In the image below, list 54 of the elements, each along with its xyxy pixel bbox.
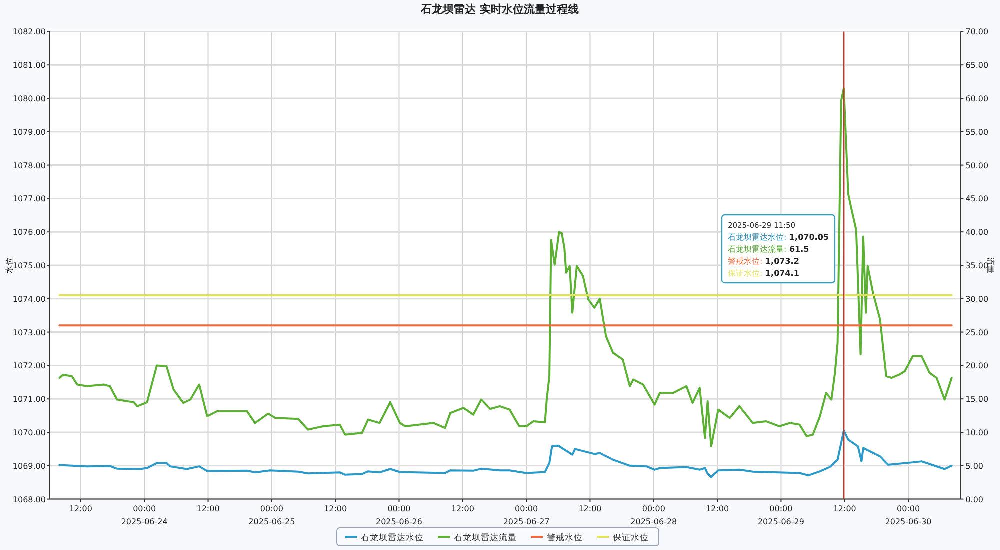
y-tick-label: 1074.00 xyxy=(12,294,46,304)
x-tick-label: 12:00 xyxy=(578,504,602,514)
legend-label: 警戒水位 xyxy=(547,532,583,544)
y2-tick-label: 50.00 xyxy=(966,161,989,170)
annotation: 石龙坝雷达流量: 61.5 xyxy=(728,245,810,254)
y2-tick-label: 10.00 xyxy=(966,428,989,438)
annotation: 保证水位: 1,074.1 xyxy=(728,269,800,278)
y-axis-title: 水位 xyxy=(5,258,14,274)
y-tick-label: 1075.00 xyxy=(12,262,46,270)
y-tick-label: 1073.00 xyxy=(12,328,46,338)
x-tick-label: 00:00 2025-06-28 xyxy=(630,504,678,526)
y2-tick-label: 30.00 xyxy=(966,294,989,304)
y-tick-label: 1068.00 xyxy=(12,495,46,504)
x-tick-label: 00:00 2025-06-27 xyxy=(503,504,550,526)
annotation: 警戒水位: 1,073.2 xyxy=(728,257,800,266)
x-tick-label: 12:00 xyxy=(451,504,474,514)
y-tick-label: 1077.00 xyxy=(12,194,46,204)
annotation: 石龙坝雷达水位: 1,070.05 xyxy=(728,233,830,242)
y-tick-label: 1070.00 xyxy=(12,428,46,438)
y-tick-label: 1079.00 xyxy=(12,128,46,137)
y-tick-label: 1072.00 xyxy=(12,362,46,371)
legend-label: 石龙坝雷达水位 xyxy=(361,532,424,544)
y2-tick-label: 45.00 xyxy=(966,194,989,204)
x-tick-label: 00:00 2025-06-29 xyxy=(758,504,804,526)
x-tick-label: 00:00 2025-06-25 xyxy=(248,504,296,526)
y2-tick-label: 55.00 xyxy=(966,128,989,137)
y2-axis-title: 流量 xyxy=(986,258,995,274)
y2-tick-label: 20.00 xyxy=(966,362,989,371)
y-tick-label: 1078.00 xyxy=(12,161,46,170)
chart-title: 石龙坝雷达 实时水位流量过程线 xyxy=(420,3,579,16)
y2-tick-label: 5.00 xyxy=(966,462,984,471)
y-tick-label: 1080.00 xyxy=(12,94,46,104)
y2-tick-label: 0.00 xyxy=(966,495,984,504)
y-tick-label: 1081.00 xyxy=(12,61,46,70)
y-tick-label: 1082.00 xyxy=(12,28,46,37)
x-tick-label: 00:00 2025-06-26 xyxy=(376,504,422,526)
x-tick-label: 12:00 xyxy=(833,504,856,514)
y2-tick-label: 60.00 xyxy=(966,94,989,104)
x-tick-label: 12:00 xyxy=(69,504,92,514)
y-tick-label: 1069.00 xyxy=(12,462,46,471)
legend-label: 石龙坝雷达流量 xyxy=(454,532,517,544)
x-tick-label: 12:00 xyxy=(196,504,220,514)
x-tick-label: 00:00 2025-06-30 xyxy=(885,504,932,526)
y2-tick-label: 40.00 xyxy=(966,228,989,238)
x-tick-label: 00:00 2025-06-24 xyxy=(121,504,168,526)
x-tick-label: 12:00 xyxy=(324,504,348,514)
y2-tick-label: 25.00 xyxy=(966,328,989,338)
y2-tick-label: 15.00 xyxy=(966,395,989,404)
y2-tick-label: 65.00 xyxy=(966,61,989,70)
y2-tick-label: 70.00 xyxy=(966,28,989,37)
y-tick-label: 1076.00 xyxy=(12,228,46,238)
y-tick-label: 1071.00 xyxy=(12,395,46,404)
legend-label: 保证水位 xyxy=(613,532,649,544)
x-tick-label: 12:00 xyxy=(706,504,730,514)
